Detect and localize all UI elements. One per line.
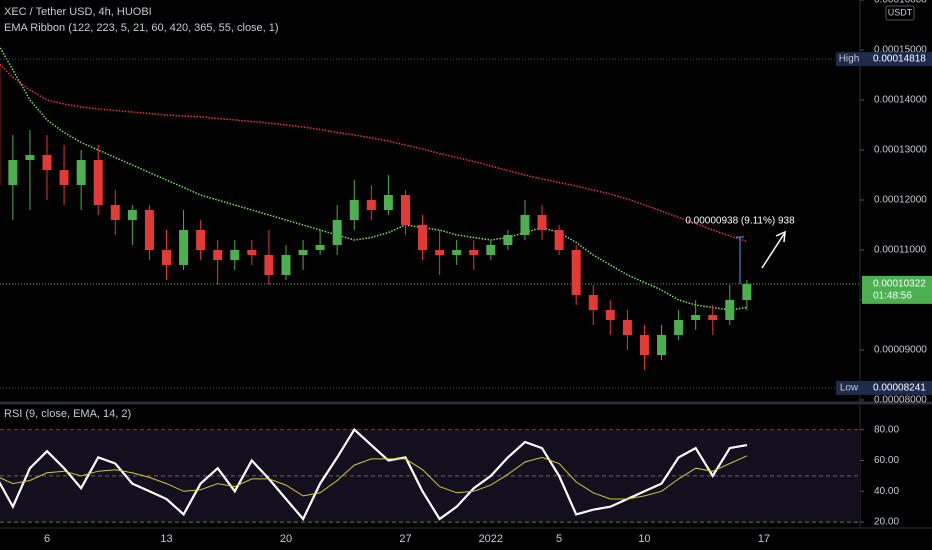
arrow [761,233,785,269]
candle-body [59,170,69,185]
candle-body [144,210,154,250]
y-tick-label: 80.00 [874,424,899,435]
candle-body [247,250,257,255]
rsi-title: RSI (9, close, EMA, 14, 2) [4,408,131,420]
ema-line [0,45,748,311]
x-tick-label: 10 [638,533,650,545]
candle-body [332,220,342,245]
candle-body [110,205,120,220]
candle-body [708,315,718,320]
y-tick-label: 0.00009000 [874,345,927,356]
candle-body [725,300,735,320]
candle-body [230,250,240,260]
rsi-line [0,427,748,521]
candle-body [418,225,428,250]
candle-body [8,160,18,185]
extreme-tag: Low [840,383,859,394]
extreme-tag: High [839,54,860,65]
candle-body [469,250,479,255]
x-tick-label: 13 [160,533,172,545]
x-tick-label: 20 [280,533,292,545]
candle-body [179,230,189,265]
candle-body [366,200,376,210]
y-tick-label: 0.00008000 [874,395,927,406]
candle-body [298,250,308,255]
y-tick-label: 0.00014000 [874,95,927,106]
extreme-value: 0.00014818 [873,54,926,65]
measure-label: 0.00000938 (9.11%) 938 [685,216,795,227]
candle-body [742,283,752,300]
y-tick-label: 0.00013000 [874,145,927,156]
indicator-title: EMA Ribbon (122, 223, 5, 21, 60, 420, 36… [4,22,279,34]
x-tick-label: 2022 [479,533,503,545]
candle-body [537,215,547,230]
last-price: 0.00010322 [873,279,926,290]
candle-body [196,230,206,250]
candle-body [571,250,581,295]
candle-body [76,160,86,185]
rsi-line [0,455,748,500]
candle-body [691,315,701,320]
countdown: 01:48:56 [873,291,912,302]
last-price-bg [862,275,932,304]
candle-body [503,235,513,245]
candle-body [42,155,52,170]
currency: USDT [888,7,913,17]
y-tick-label: 0.00012000 [874,195,927,206]
candle-body [400,195,410,225]
candle-body [127,210,137,220]
candle-body [264,255,274,275]
y-tick-label: 0.00011000 [874,245,927,256]
arrow-head [775,230,786,243]
x-tick-label: 27 [399,533,411,545]
y-tick-label: 20.00 [874,517,899,528]
candle-body [520,215,530,235]
candle-body [25,155,35,160]
candle-body [622,320,632,335]
candle-body [315,245,325,250]
y-tick-label: 0.00015000 [874,45,927,56]
candle-body [674,320,684,335]
candle-body [554,230,564,250]
y-tick-label: 0.00016000 [874,0,927,6]
candle-body [452,250,462,255]
y-tick-label: 40.00 [874,486,899,497]
candle-body [161,250,171,265]
candle-body [281,255,291,275]
candle-body [435,250,445,255]
extreme-value-bg [862,380,932,395]
candle-body [349,200,359,220]
candle-body [639,335,649,355]
candle-body [588,295,598,310]
x-tick-label: 5 [556,533,562,545]
candle-body [605,310,615,320]
candle-body [213,250,223,260]
x-tick-label: 17 [758,533,770,545]
extreme-value: 0.00008241 [873,383,926,394]
candle-body [486,245,496,255]
extreme-tag-bg [836,380,862,395]
extreme-tag-bg [836,52,862,67]
chart-title: XEC / Tether USD, 4h, HUOBI [4,6,152,18]
currency-box [885,5,915,21]
candle-body [93,160,103,205]
extreme-value-bg [862,52,932,67]
x-tick-label: 6 [44,533,50,545]
candle-body [657,335,667,355]
candle-body [383,195,393,210]
y-tick-label: 60.00 [874,455,899,466]
